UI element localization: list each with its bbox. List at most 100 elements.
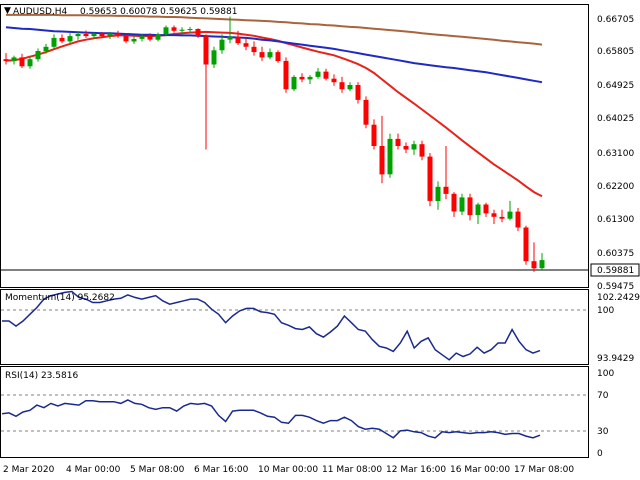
momentum-tick: 93.9429 xyxy=(597,354,634,364)
candle-body xyxy=(179,29,185,31)
time-tick: 16 Mar 00:00 xyxy=(450,465,510,475)
current-price-badge xyxy=(590,263,640,277)
candle-body xyxy=(395,138,401,146)
candle-body xyxy=(347,85,353,90)
candle-body xyxy=(163,27,169,35)
candle-body xyxy=(19,57,25,67)
candle-body xyxy=(435,186,441,201)
time-tick: 2 Mar 2020 xyxy=(3,465,55,475)
price-tick: 0.60375 xyxy=(597,249,634,259)
candle-body xyxy=(323,71,329,79)
rsi-title: RSI(14) 23.5816 xyxy=(5,371,78,381)
current-price-label: 0.59881 xyxy=(597,266,634,276)
candle-body xyxy=(155,34,161,40)
time-tick: 5 Mar 08:00 xyxy=(130,465,185,475)
candle-body xyxy=(531,261,537,269)
candle-body xyxy=(195,29,201,37)
candle-body xyxy=(99,33,105,37)
candle-body xyxy=(43,46,49,52)
candle-body xyxy=(123,35,129,42)
candle-body xyxy=(259,52,265,58)
time-tick: 11 Mar 08:00 xyxy=(322,465,382,475)
candle-body xyxy=(83,34,89,37)
candle-body xyxy=(35,51,41,60)
candle-body xyxy=(363,99,369,125)
time-tick: 17 Mar 08:00 xyxy=(514,465,574,475)
candle-body xyxy=(3,59,9,61)
price-tick: 0.59475 xyxy=(597,282,634,292)
ohlc-values: 0.59653 0.60078 0.59625 0.59881 xyxy=(80,7,237,17)
candle-body xyxy=(459,197,465,212)
candle-body xyxy=(515,211,521,228)
time-tick: 6 Mar 16:00 xyxy=(194,465,249,475)
moving-average-brown xyxy=(6,13,543,46)
candle-body xyxy=(219,39,225,51)
candle-body xyxy=(115,33,121,36)
rsi-series xyxy=(1,399,541,439)
candle-body xyxy=(27,59,33,67)
candle-body xyxy=(59,37,65,42)
candle-body xyxy=(211,50,217,65)
candle-body xyxy=(171,27,177,31)
candle-body xyxy=(315,71,321,77)
candle-body xyxy=(147,36,153,40)
candle-body xyxy=(51,37,57,47)
time-tick: 10 Mar 00:00 xyxy=(258,465,318,475)
candle-body xyxy=(275,52,281,61)
candle-body xyxy=(419,144,425,157)
momentum-title: Momentum(14) 95.2682 xyxy=(5,293,115,303)
candle-body xyxy=(299,76,305,80)
candle-body xyxy=(467,197,473,216)
momentum-tick: 100 xyxy=(597,306,614,316)
symbol-timeframe: AUDUSD,H4 xyxy=(13,7,68,17)
candle-body xyxy=(91,33,97,37)
time-tick: 12 Mar 16:00 xyxy=(386,465,446,475)
candle-body xyxy=(75,34,81,37)
momentum-tick: 102.2429 xyxy=(597,293,640,303)
candle-body xyxy=(291,76,297,90)
candle-body xyxy=(11,57,17,61)
candle-body xyxy=(267,52,273,58)
candle-body xyxy=(403,146,409,150)
candle-body xyxy=(411,144,417,150)
candle-body xyxy=(499,216,505,219)
price-tick: 0.62200 xyxy=(597,182,634,192)
candle-body xyxy=(243,43,249,47)
moving-averages xyxy=(5,13,543,198)
candle-body xyxy=(483,204,489,214)
price-panel-frame xyxy=(0,4,589,288)
rsi-tick: 100 xyxy=(597,369,614,379)
candle-body xyxy=(355,85,361,100)
candle-body xyxy=(379,146,385,175)
candle-body xyxy=(523,227,529,262)
time-axis: 2 Mar 2020 4 Mar 00:00 5 Mar 08:00 6 Mar… xyxy=(3,465,574,475)
candle-body xyxy=(339,82,345,90)
candle-body xyxy=(427,156,433,201)
candle-body xyxy=(67,36,73,42)
candle-body xyxy=(235,36,241,44)
symbol-dropdown-icon[interactable]: ▼ xyxy=(4,6,11,16)
rsi-tick: 30 xyxy=(597,427,609,437)
momentum-series xyxy=(2,290,541,361)
price-tick: 0.64025 xyxy=(597,114,634,124)
candlesticks xyxy=(3,16,545,272)
candle-body xyxy=(491,213,497,217)
price-tick: 0.61300 xyxy=(597,215,634,225)
momentum-line xyxy=(2,290,541,361)
price-tick: 0.64925 xyxy=(597,81,634,91)
candle-body xyxy=(227,36,233,40)
candle-body xyxy=(187,29,193,30)
rsi-tick: 0 xyxy=(597,449,603,459)
candle-body xyxy=(387,138,393,175)
candle-body xyxy=(443,186,449,194)
moving-average-red xyxy=(5,30,543,198)
time-tick: 4 Mar 00:00 xyxy=(66,465,121,475)
candle-body xyxy=(475,204,481,216)
candle-body xyxy=(251,46,257,53)
price-tick: 0.66705 xyxy=(597,15,634,25)
price-tick: 0.65805 xyxy=(597,47,634,57)
candle-body xyxy=(371,124,377,146)
candle-body xyxy=(507,211,513,219)
rsi-line xyxy=(1,399,541,439)
